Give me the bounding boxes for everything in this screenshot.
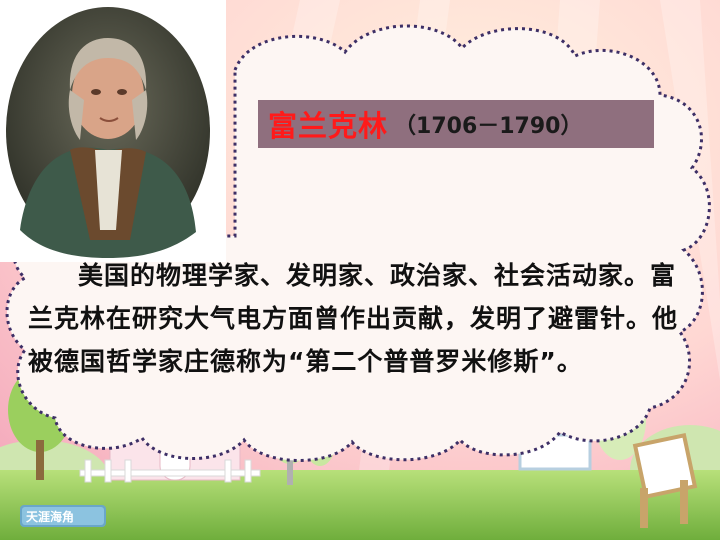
franklin-portrait [0, 0, 226, 262]
title-banner: 富兰克林 （1706－1790） [258, 100, 654, 148]
person-name: 富兰克林 [268, 109, 389, 143]
logo-text: 天涯海角 [26, 510, 75, 524]
biography-text: 美国的物理学家、发明家、政治家、社会活动家。富兰克林在研究大气电方面曾作出贡献，… [28, 261, 679, 376]
life-years: （1706－1790） [394, 114, 583, 139]
tianya-logo [20, 505, 106, 527]
